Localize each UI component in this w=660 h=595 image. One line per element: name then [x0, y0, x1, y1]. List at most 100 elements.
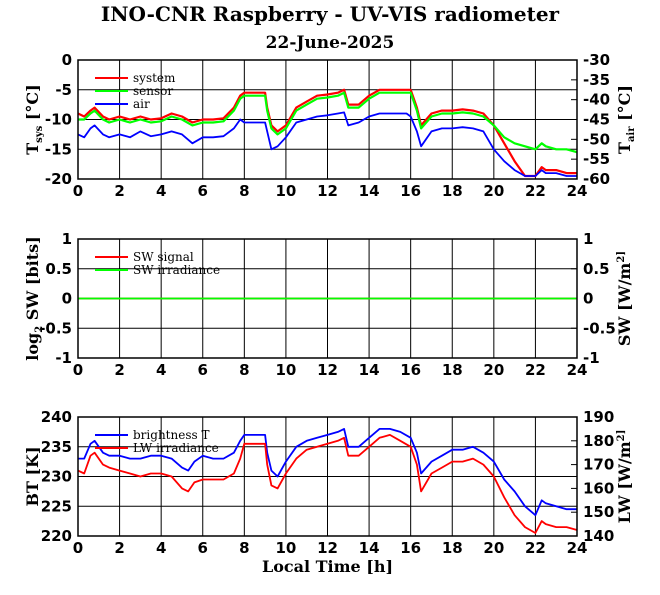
series-line-air [77, 111, 577, 177]
x-tick-label: 10 [275, 539, 296, 557]
y2-tick-label: -35 [583, 71, 610, 89]
y2-tick-label: 1 [583, 230, 593, 248]
y2-axis-label: Tair [°C] [615, 85, 637, 154]
y2-tick-label: -30 [583, 51, 610, 69]
y2-tick-label: 140 [583, 527, 614, 545]
x-tick-label: 10 [275, 361, 296, 379]
plot-frame [77, 416, 578, 537]
legend-entry: SW irradiance [133, 263, 220, 277]
chart-subtitle: 22-June-2025 [266, 33, 395, 53]
x-tick-label: 22 [525, 539, 546, 557]
x-tick-label: 16 [400, 182, 421, 200]
x-tick-label: 12 [317, 182, 338, 200]
y2-tick-label: -45 [583, 111, 610, 129]
y2-tick-label: 180 [583, 432, 614, 450]
y2-tick-label: 150 [583, 503, 614, 521]
series-line-brightness-t [78, 427, 577, 517]
x-tick-label: 14 [359, 539, 380, 557]
legend-entry: LW irradiance [133, 441, 219, 455]
y-tick-label: 0 [62, 290, 72, 308]
legend-entry: air [133, 97, 150, 111]
y-axis-label: Tsys [°C] [23, 84, 45, 154]
panel-2: 0 2 4 6 8 10 12 14 16 18 20 22 2410.50-0.5-110.50-0.… [23, 230, 634, 379]
y2-tick-label: -50 [583, 130, 610, 148]
x-tick-label: 16 [400, 539, 421, 557]
y-tick-label: 220 [41, 527, 72, 545]
plot-frame [77, 238, 578, 359]
x-tick-label: 24 [567, 182, 588, 200]
x-tick-label: 14 [359, 182, 380, 200]
x-tick-label: 20 [483, 361, 504, 379]
x-tick-label: 4 [156, 539, 166, 557]
x-tick-label: 24 [567, 539, 588, 557]
y-tick-label: -10 [45, 111, 72, 129]
x-tick-label: 6 [198, 361, 208, 379]
x-tick-label: 22 [525, 361, 546, 379]
legend-entry: SW signal [133, 250, 194, 264]
x-tick-label: 18 [442, 361, 463, 379]
x-tick-label: 8 [239, 361, 249, 379]
x-tick-label: 0 [73, 182, 83, 200]
x-tick-label: 8 [239, 539, 249, 557]
y-tick-label: -15 [45, 140, 72, 158]
y2-axis-label: SW [W/m2] [615, 251, 634, 346]
y-tick-label: 225 [41, 497, 72, 515]
y-tick-label: -1 [55, 349, 72, 367]
series-line-sensor [78, 91, 578, 154]
chart-title: INO-CNR Raspberry - UV-VIS radiometer [101, 2, 560, 26]
x-tick-label: 0 [73, 361, 83, 379]
y2-axis-label: LW [W/m2] [615, 430, 634, 524]
x-tick-label: 0 [73, 539, 83, 557]
y-tick-label: 0.5 [45, 260, 72, 278]
y2-tick-label: -1 [583, 349, 600, 367]
y2-tick-label: -60 [583, 170, 610, 188]
x-tick-label: 4 [156, 361, 166, 379]
x-tick-label: 2 [114, 361, 124, 379]
x-tick-label: 16 [400, 361, 421, 379]
y2-tick-label: 0 [583, 290, 593, 308]
x-tick-label: 20 [483, 539, 504, 557]
x-tick-label: 8 [239, 182, 249, 200]
x-tick-label: 2 [114, 539, 124, 557]
y2-tick-label: -40 [583, 91, 610, 109]
y2-tick-label: 160 [583, 479, 614, 497]
y2-tick-label: -0.5 [583, 319, 616, 337]
y2-tick-label: 170 [583, 456, 614, 474]
panel-3: 0 2 4 6 8 10 12 14 16 18 20 22 242402352302252201901… [23, 408, 634, 576]
x-tick-label: 10 [275, 182, 296, 200]
y-tick-label: 235 [41, 438, 72, 456]
plot-frame [77, 59, 578, 180]
series-line-system [77, 88, 577, 178]
series-line-lw-irradiance [77, 433, 578, 534]
x-tick-label: 18 [442, 182, 463, 200]
y-tick-label: 230 [41, 468, 72, 486]
x-tick-label: 14 [359, 361, 380, 379]
legend-entry: brightness T [133, 428, 209, 442]
x-tick-label: 22 [525, 182, 546, 200]
legend-entry: system [133, 71, 176, 85]
x-tick-label: 2 [114, 182, 124, 200]
x-tick-label: 12 [317, 539, 338, 557]
x-tick-label: 6 [198, 539, 208, 557]
y2-tick-label: -55 [583, 150, 610, 168]
y-tick-label: 0 [62, 51, 72, 69]
y-tick-label: -5 [55, 81, 72, 99]
y-tick-label: -20 [45, 170, 72, 188]
x-tick-label: 4 [156, 182, 166, 200]
x-tick-label: 18 [442, 539, 463, 557]
x-tick-label: 6 [198, 182, 208, 200]
x-tick-label: 12 [317, 361, 338, 379]
y2-tick-label: 0.5 [583, 260, 610, 278]
legend-entry: sensor [133, 84, 173, 98]
x-tick-label: 20 [483, 182, 504, 200]
y-axis-label: log2 SW [bits] [23, 236, 45, 360]
y-tick-label: 240 [41, 408, 72, 426]
x-tick-label: 24 [567, 361, 588, 379]
x-axis-label: Local Time [h] [262, 557, 393, 576]
y2-tick-label: 190 [583, 408, 614, 426]
panel-1: 0 2 4 6 8 10 12 14 16 18 20 22 240-5-10-15-20-30-35-… [23, 51, 637, 200]
y-tick-label: -0.5 [39, 319, 72, 337]
y-axis-label: BT [K] [23, 446, 42, 506]
y-tick-label: 1 [62, 230, 72, 248]
